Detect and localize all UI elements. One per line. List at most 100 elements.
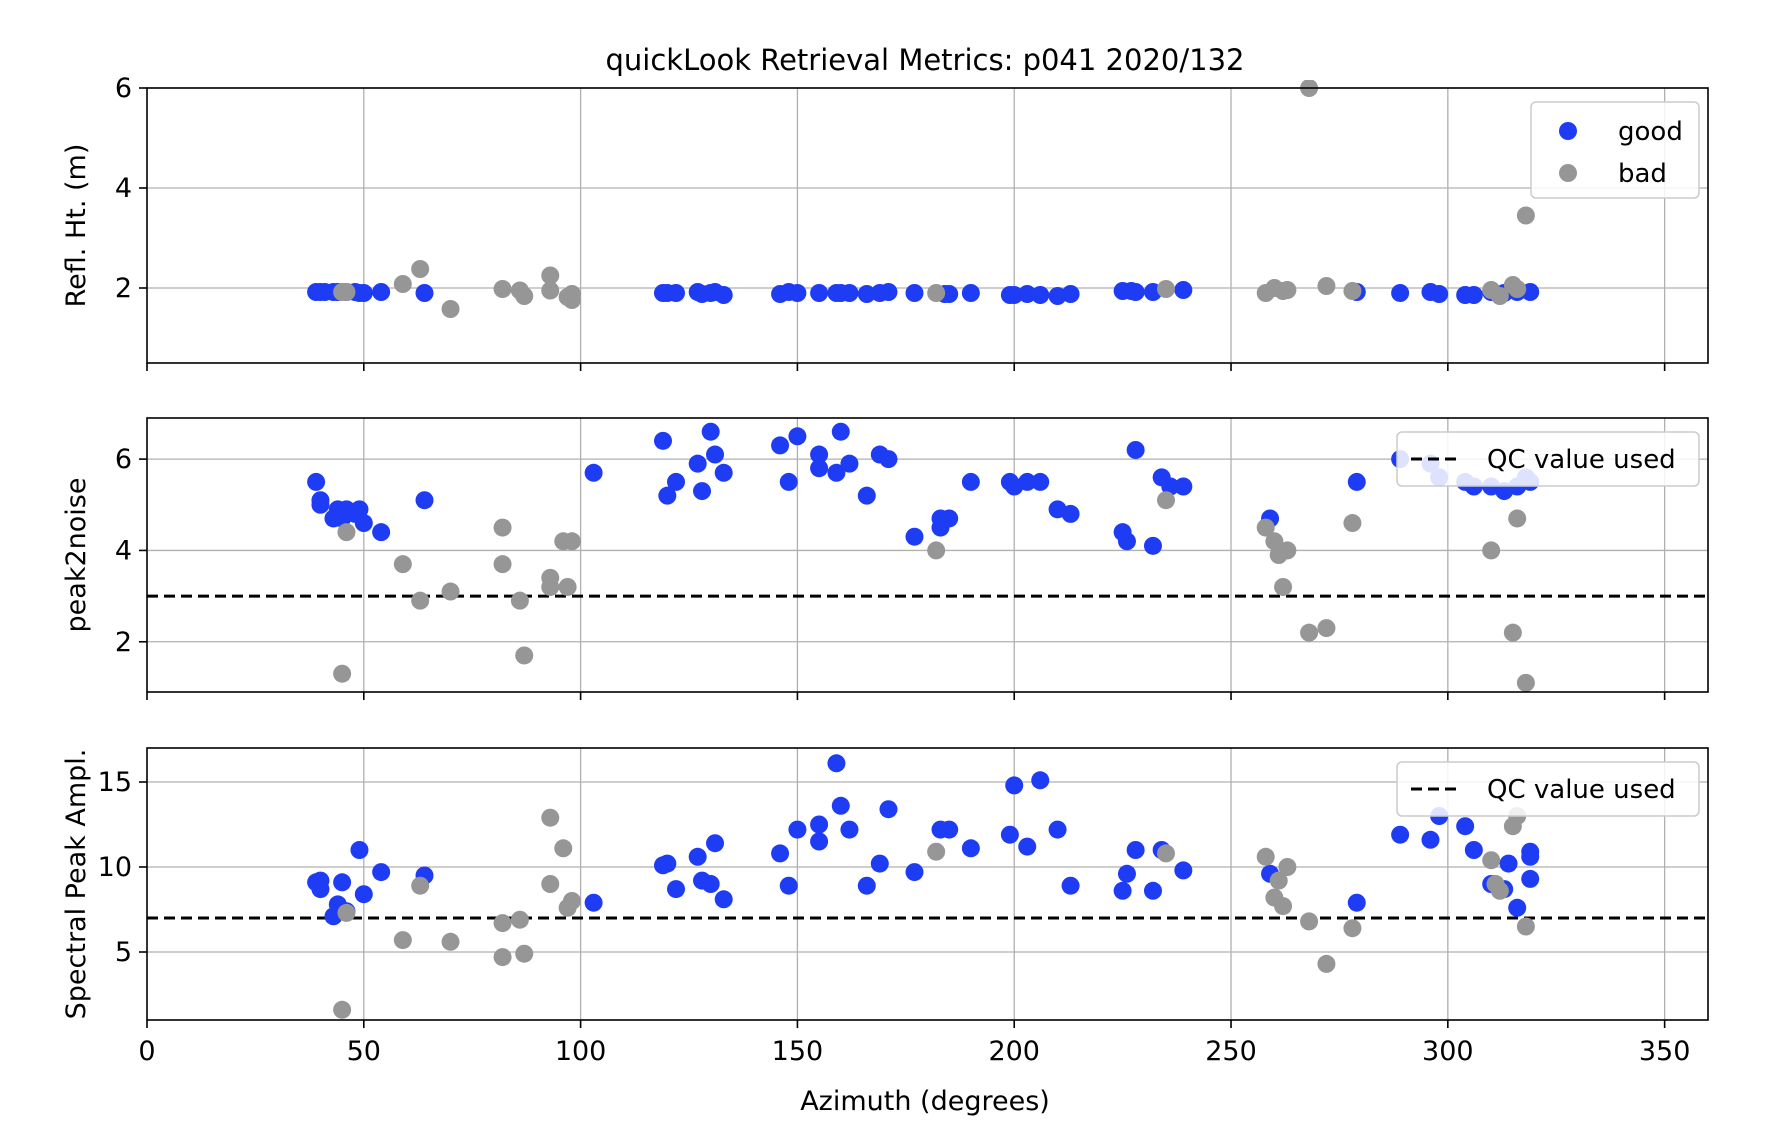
point-good: [810, 815, 829, 834]
point-bad: [1343, 282, 1362, 300]
point-good: [658, 486, 677, 505]
point-bad: [493, 518, 512, 537]
point-good: [1005, 776, 1024, 795]
point-bad: [1269, 871, 1288, 890]
y-tick-label: 6: [115, 444, 132, 475]
point-good: [961, 839, 980, 858]
point-good: [667, 284, 686, 302]
point-good: [840, 454, 859, 473]
point-good: [1143, 881, 1162, 900]
y-tick-label: 10: [98, 852, 132, 883]
point-good: [701, 422, 720, 441]
point-good: [788, 820, 807, 839]
point-good: [354, 284, 373, 302]
point-bad: [441, 582, 460, 601]
point-good: [1117, 532, 1136, 551]
point-bad: [1156, 844, 1175, 863]
point-good: [714, 286, 733, 304]
point-good: [831, 796, 850, 815]
point-bad: [1516, 673, 1535, 692]
point-good: [311, 871, 330, 890]
y-tick-label: 4: [115, 173, 132, 204]
point-bad: [541, 808, 560, 827]
x-axis-label: Azimuth (degrees): [800, 1086, 1050, 1117]
point-good: [350, 500, 369, 519]
point-bad: [393, 275, 412, 293]
point-good: [827, 463, 846, 482]
point-good: [1430, 285, 1449, 303]
x-tick-label: 150: [772, 1036, 824, 1067]
point-bad: [927, 842, 946, 861]
point-good: [1031, 472, 1050, 491]
point-bad: [337, 283, 356, 301]
point-good: [1143, 536, 1162, 555]
point-good: [658, 854, 677, 873]
point-good: [810, 832, 829, 851]
point-bad: [393, 931, 412, 950]
point-good: [870, 854, 889, 873]
point-bad: [1490, 287, 1509, 305]
point-good: [788, 284, 807, 302]
x-tick-label: 200: [988, 1036, 1040, 1067]
point-good: [1048, 820, 1067, 839]
point-bad: [1482, 541, 1501, 560]
x-tick-label: 350: [1639, 1036, 1691, 1067]
point-good: [771, 436, 790, 455]
point-good: [1391, 284, 1410, 302]
point-good: [810, 445, 829, 464]
point-good: [840, 820, 859, 839]
point-good: [1031, 771, 1050, 790]
point-bad: [493, 914, 512, 933]
point-good: [857, 285, 876, 303]
point-good: [354, 514, 373, 533]
point-good: [810, 459, 829, 478]
legend: QC value used: [1396, 431, 1700, 487]
point-good: [1174, 861, 1193, 880]
point-good: [879, 283, 898, 301]
point-good: [961, 472, 980, 491]
panel-2: 2 4 6 peak2noise QC value used: [61, 417, 1709, 700]
y-axis-label: Spectral Peak Ampl.: [61, 749, 92, 1020]
point-good: [1347, 472, 1366, 491]
point-good: [372, 863, 391, 882]
point-bad: [1317, 619, 1336, 638]
legend-label-bad: bad: [1618, 159, 1667, 189]
point-good: [905, 284, 924, 302]
legend-marker-bad: [1559, 164, 1577, 182]
point-good: [1000, 825, 1019, 844]
point-bad: [515, 646, 534, 665]
point-bad: [441, 932, 460, 951]
point-bad: [1343, 919, 1362, 938]
point-bad: [1278, 541, 1297, 560]
point-bad: [554, 839, 573, 858]
point-bad: [1156, 280, 1175, 298]
point-bad: [562, 532, 581, 551]
point-good: [905, 527, 924, 546]
point-good: [1391, 825, 1410, 844]
legend-marker-good: [1559, 122, 1577, 140]
point-bad: [1343, 514, 1362, 533]
point-bad: [1156, 491, 1175, 510]
x-tick-label: 0: [138, 1036, 155, 1067]
point-bad: [441, 300, 460, 318]
y-tick-label: 2: [115, 273, 132, 304]
marks: [307, 422, 1540, 692]
y-tick-label: 2: [115, 627, 132, 658]
point-good: [779, 472, 798, 491]
point-good: [584, 893, 603, 912]
point-good: [831, 422, 850, 441]
point-bad: [337, 523, 356, 542]
point-bad: [1482, 851, 1501, 870]
point-bad: [510, 591, 529, 610]
x-tick-label: 100: [555, 1036, 607, 1067]
point-good: [1174, 281, 1193, 299]
axes-frame: [146, 747, 1709, 1021]
point-good: [1521, 847, 1540, 866]
point-bad: [337, 903, 356, 922]
legend-label-good: good: [1618, 117, 1683, 147]
point-good: [706, 445, 725, 464]
axes-frame: [146, 417, 1709, 693]
point-good: [311, 491, 330, 510]
point-good: [584, 463, 603, 482]
point-good: [1126, 283, 1145, 301]
